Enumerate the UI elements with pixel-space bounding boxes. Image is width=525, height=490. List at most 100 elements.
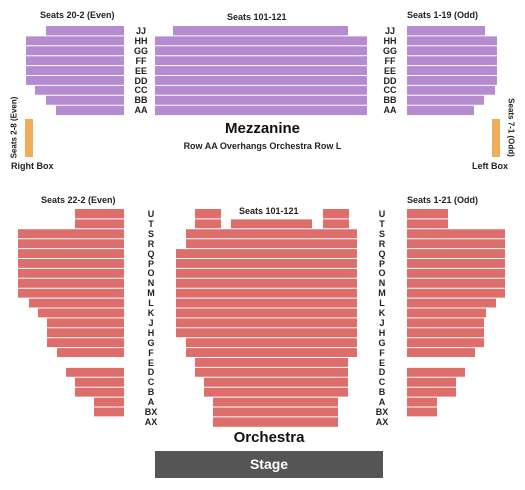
orchestra-title: Orchestra	[233, 429, 305, 446]
orchestra-center-row-t-3[interactable]	[323, 218, 349, 229]
orchestra-center-row-m[interactable]	[176, 288, 357, 299]
orchestra-center-row-q[interactable]	[176, 248, 357, 259]
mezzanine-right-row-bb[interactable]	[407, 95, 484, 106]
orchestra-right-row-j[interactable]	[407, 317, 484, 328]
mezzanine-right-row-cc[interactable]	[407, 85, 495, 96]
orchestra-left-row-p[interactable]	[18, 258, 124, 269]
mezzanine-center-row-aa[interactable]	[155, 105, 367, 116]
orchestra-center-row-o[interactable]	[176, 268, 357, 279]
mezzanine-center-row-ee[interactable]	[155, 65, 367, 76]
orchestra-left-row-r[interactable]	[18, 238, 124, 249]
mezzanine-center-row-hh[interactable]	[155, 35, 367, 46]
orchestra-center-row-l[interactable]	[176, 298, 357, 308]
orchestra-right-row-n[interactable]	[407, 278, 505, 289]
orchestra-right-row-b[interactable]	[407, 387, 456, 398]
orchestra-center-row-r[interactable]	[186, 238, 357, 249]
orchestra-left-row-m[interactable]	[18, 288, 124, 299]
orchestra-center-row-f[interactable]	[186, 347, 357, 358]
orchestra-left-row-c[interactable]	[75, 377, 124, 388]
orchestra-left-row-g[interactable]	[47, 337, 124, 348]
orchestra-right-row-k[interactable]	[407, 308, 486, 318]
orchestra-left-row-l[interactable]	[29, 298, 124, 308]
orchestra-center-row-s[interactable]	[186, 228, 357, 239]
mezzanine-left-row-cc[interactable]	[35, 85, 124, 96]
orchestra-center-row-bx[interactable]	[213, 407, 338, 417]
mezzanine-right-row-aa[interactable]	[407, 105, 474, 116]
mezzanine-center-row-ff[interactable]	[155, 55, 367, 66]
orchestra-left-row-q[interactable]	[18, 248, 124, 259]
mezzanine-center-row-cc[interactable]	[155, 85, 367, 96]
mezzanine-right-row-ff[interactable]	[407, 55, 497, 66]
orchestra-center-row-b[interactable]	[204, 387, 348, 398]
left-box[interactable]	[492, 119, 500, 157]
orchestra-center-row-d[interactable]	[195, 367, 348, 378]
orchestra-left-row-u[interactable]	[75, 209, 124, 219]
mezzanine-row-label-left: DD	[134, 75, 148, 86]
orchestra-left-row-k[interactable]	[38, 308, 124, 318]
mezzanine-left-row-jj[interactable]	[46, 26, 124, 36]
orchestra-right-row-u[interactable]	[407, 209, 448, 219]
orchestra-right-row-q[interactable]	[407, 248, 505, 259]
mezzanine-left-row-hh[interactable]	[26, 35, 124, 46]
mezzanine-left-row-bb[interactable]	[46, 95, 124, 106]
orchestra-center-row-e[interactable]	[195, 357, 348, 368]
orchestra-left-row-bx[interactable]	[94, 407, 124, 417]
orchestra-center-row-h[interactable]	[176, 327, 357, 338]
orchestra-right-row-s[interactable]	[407, 228, 505, 239]
orchestra-center-row-j[interactable]	[176, 317, 357, 328]
mezzanine-left-row-gg[interactable]	[26, 45, 124, 56]
mezzanine-center-row-jj[interactable]	[173, 26, 348, 36]
mezzanine-right-row-gg[interactable]	[407, 45, 497, 56]
orchestra-left-row-n[interactable]	[18, 278, 124, 289]
orchestra-left-row-h[interactable]	[47, 327, 124, 338]
orchestra-left-row-j[interactable]	[47, 317, 124, 328]
orchestra-row-label-right: M	[378, 288, 386, 299]
mezzanine-right-row-dd[interactable]	[407, 75, 497, 86]
orchestra-right-row-t[interactable]	[407, 218, 448, 229]
right-box[interactable]	[25, 119, 33, 157]
orchestra-left-row-s[interactable]	[18, 228, 124, 239]
orchestra-center-row-t-1[interactable]	[195, 218, 221, 229]
orchestra-center-row-u-2[interactable]	[323, 209, 349, 219]
mezzanine-center-row-dd[interactable]	[155, 75, 367, 86]
orchestra-right-row-c[interactable]	[407, 377, 456, 388]
mezzanine-left-row-ff[interactable]	[26, 55, 124, 66]
orchestra-left-row-b[interactable]	[75, 387, 124, 398]
orchestra-right-row-m[interactable]	[407, 288, 505, 299]
orchestra-right-row-bx[interactable]	[407, 407, 437, 417]
orchestra-left-row-o[interactable]	[18, 268, 124, 279]
mezzanine-left-row-ee[interactable]	[26, 65, 124, 76]
orchestra-right-row-o[interactable]	[407, 268, 505, 279]
orchestra-right-row-g[interactable]	[407, 337, 484, 348]
mezzanine-left-row-aa[interactable]	[56, 105, 124, 116]
orchestra-center-row-p[interactable]	[176, 258, 357, 269]
orchestra-right-row-p[interactable]	[407, 258, 505, 269]
orchestra-right-row-d[interactable]	[407, 367, 465, 378]
orchestra-center-row-a[interactable]	[213, 397, 338, 407]
orchestra-right-row-r[interactable]	[407, 238, 505, 249]
orchestra-left-row-d[interactable]	[66, 367, 124, 378]
orchestra-center-row-g[interactable]	[186, 337, 357, 348]
orchestra-center-row-k[interactable]	[176, 308, 357, 318]
mezzanine-right-row-hh[interactable]	[407, 35, 497, 46]
mezzanine-right-row-ee[interactable]	[407, 65, 497, 76]
mezzanine-right-row-jj[interactable]	[407, 26, 485, 36]
orchestra-center-row-ax[interactable]	[213, 416, 338, 427]
orchestra-center-section-label: Seats 101-121	[239, 206, 299, 216]
mezzanine-center-row-gg[interactable]	[155, 45, 367, 56]
orchestra-center-row-t-2[interactable]	[231, 218, 312, 229]
orchestra-left-row-t[interactable]	[75, 218, 124, 229]
orchestra-right-row-h[interactable]	[407, 327, 484, 338]
orchestra-right-row-f[interactable]	[407, 347, 475, 358]
orchestra-right-row-l[interactable]	[407, 298, 496, 308]
mezzanine-center-row-bb[interactable]	[155, 95, 367, 106]
orchestra-left-row-a[interactable]	[94, 397, 124, 407]
mezzanine-left-row-dd[interactable]	[26, 75, 124, 86]
orchestra-left-row-f[interactable]	[57, 347, 124, 358]
orchestra-center-row-c[interactable]	[204, 377, 348, 388]
orchestra-right-row-a[interactable]	[407, 397, 437, 407]
orchestra-row-label-left: H	[147, 327, 155, 338]
orchestra-center-row-u-1[interactable]	[195, 209, 221, 219]
mezzanine-left-section-label: Seats 20-2 (Even)	[40, 10, 115, 20]
orchestra-center-row-n[interactable]	[176, 278, 357, 289]
